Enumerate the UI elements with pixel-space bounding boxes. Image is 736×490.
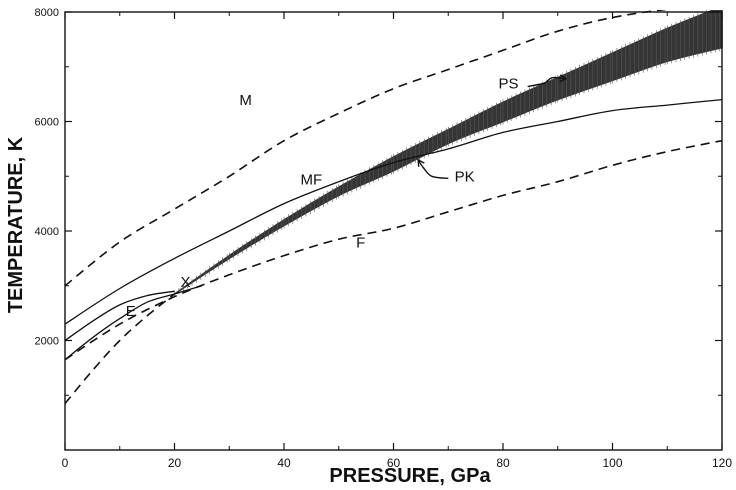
y-tick-label-4000: 4000: [35, 226, 59, 238]
x-tick-label-20: 20: [168, 456, 182, 470]
series-layer: [65, 10, 723, 405]
x-tick-label-60: 60: [387, 456, 401, 470]
curve-label-e: E: [126, 303, 136, 320]
curve-label-f: F: [356, 234, 365, 251]
pk-pointer-arrow-stem: [417, 159, 449, 180]
y-tick-label-6000: 6000: [35, 117, 59, 129]
ps-pointer-arrow: [527, 74, 568, 88]
x-tick-label-120: 120: [712, 456, 732, 470]
y-tick-label-2000: 2000: [35, 336, 59, 348]
labels-layer: M MF F E X PS PK: [126, 74, 568, 320]
series-unlabeled-5-line: [65, 293, 175, 405]
curve-label-mf: MF: [301, 171, 323, 188]
y-tick-label-8000: 8000: [35, 7, 59, 19]
pk-pointer-arrow: [417, 158, 449, 180]
ps-pointer-arrow-head: [559, 74, 568, 83]
x-axis-title: PRESSURE, GPa: [329, 465, 491, 487]
series-pk-band: [174, 10, 723, 295]
band-layer: [174, 10, 723, 297]
x-tick-label-40: 40: [277, 456, 291, 470]
series-unlabeled-4-line: [65, 285, 203, 361]
series-e-line: [65, 290, 175, 342]
x-tick-label-80: 80: [496, 456, 510, 470]
series-f-line: [65, 139, 723, 361]
series-pk-hatch: [174, 10, 721, 297]
curve-label-m: M: [239, 92, 252, 109]
x-tick-label-100: 100: [602, 456, 622, 470]
pk-pointer-arrow-head: [417, 158, 425, 167]
y-axis-title: TEMPERATURE, K: [5, 136, 27, 313]
ticks-layer: 0 20 40 60 80 100 120 2000 4000 6000 8000: [35, 7, 733, 470]
x-tick-label-0: 0: [62, 456, 69, 470]
series-mf-line: [65, 98, 723, 325]
curve-label-ps: PS: [498, 76, 518, 93]
curve-label-pk: PK: [455, 169, 475, 186]
curve-label-x: X: [180, 274, 190, 291]
ps-pointer-arrow-stem: [527, 76, 567, 88]
